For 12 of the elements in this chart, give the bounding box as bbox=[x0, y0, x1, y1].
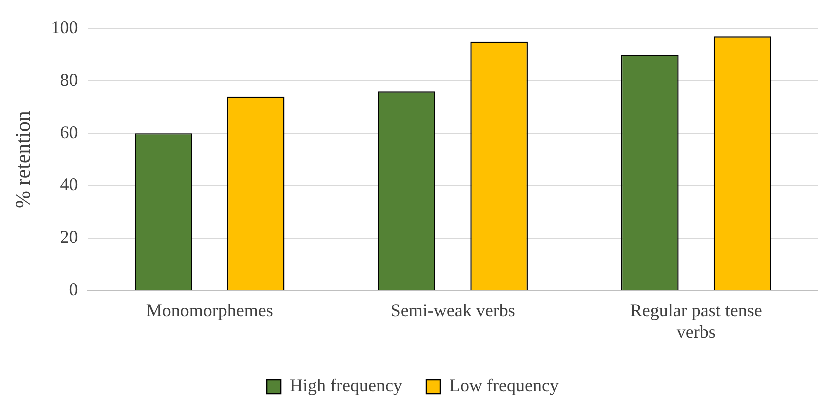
y-tick-label: 60 bbox=[60, 122, 78, 142]
x-tick-label: Monomorphemes bbox=[146, 300, 274, 320]
x-tick-label: Semi-weak verbs bbox=[390, 300, 516, 320]
y-tick-label: 0 bbox=[69, 280, 78, 300]
y-axis-title: % retention bbox=[11, 110, 36, 208]
y-tick-label: 40 bbox=[60, 174, 78, 195]
y-tick-label: 100 bbox=[51, 18, 78, 38]
legend-label: Low frequency bbox=[450, 376, 559, 396]
y-tick-label: 80 bbox=[60, 70, 78, 90]
y-tick-label: 20 bbox=[60, 227, 78, 248]
x-tick-label: Regular past tense verbs bbox=[630, 300, 762, 342]
legend-label: High frequency bbox=[290, 376, 403, 396]
